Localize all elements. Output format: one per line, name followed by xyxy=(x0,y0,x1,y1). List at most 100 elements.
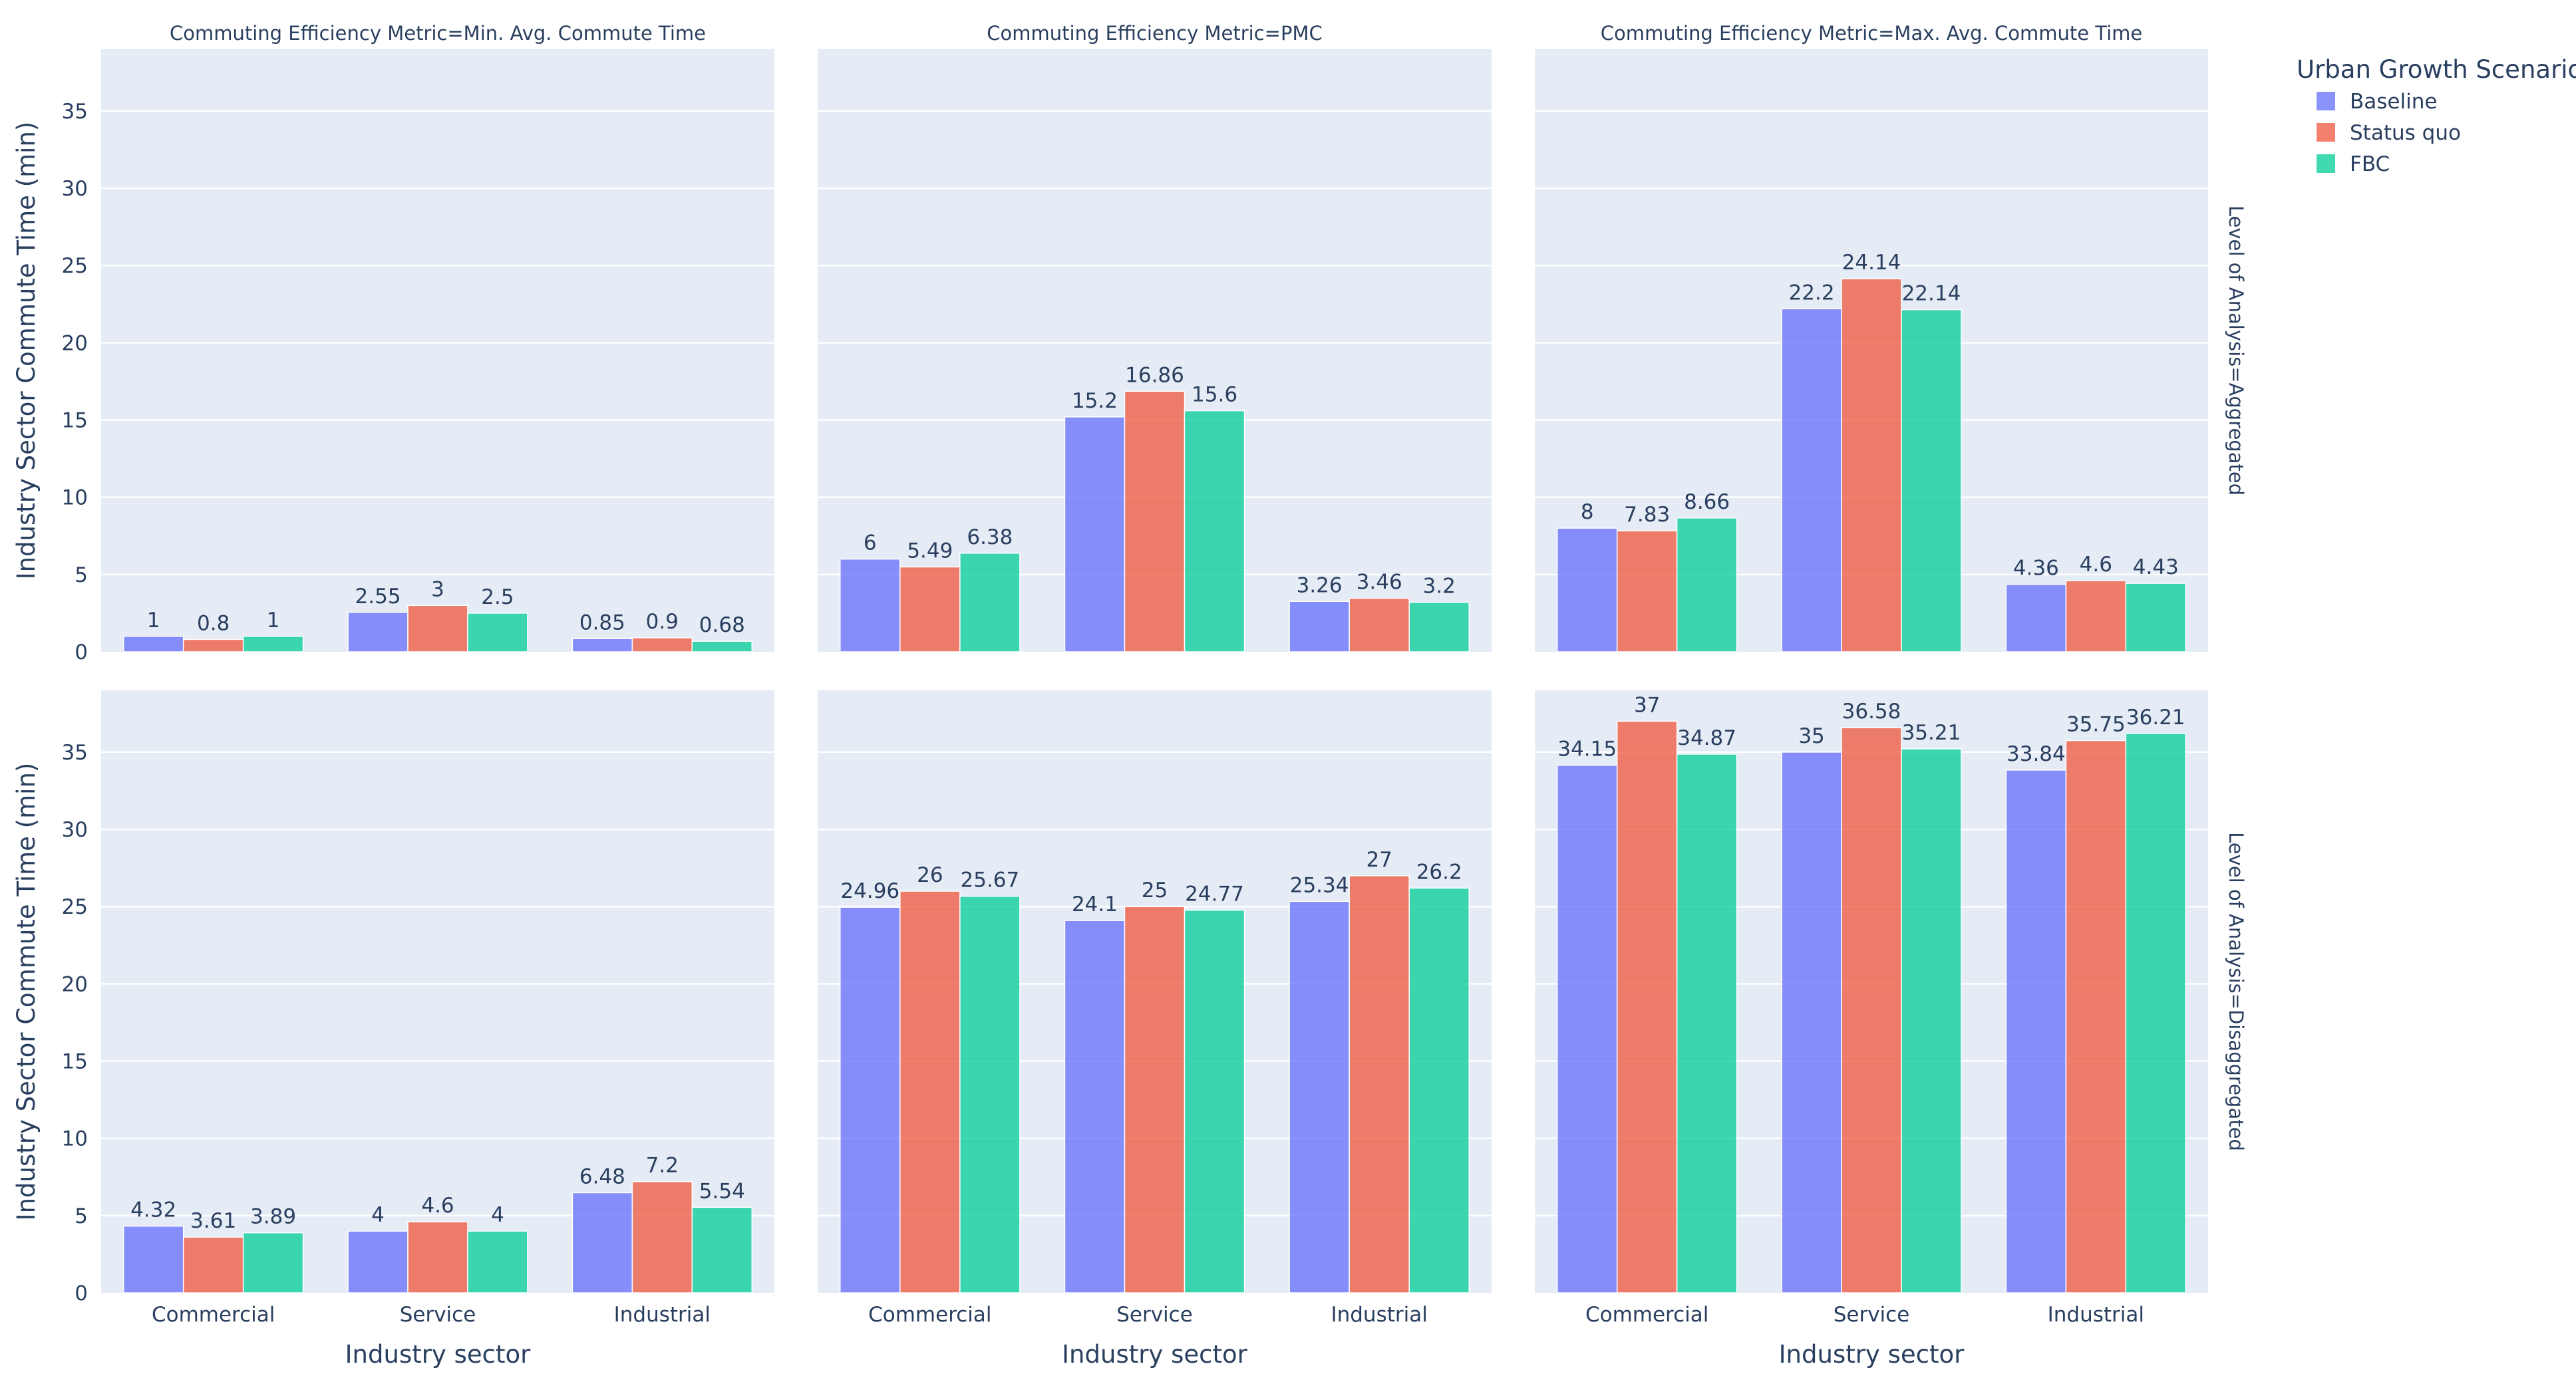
bar-data-label: 2.55 xyxy=(355,585,401,609)
bar-baseline-commercial xyxy=(840,906,901,1294)
bar-data-label: 26.2 xyxy=(1416,860,1462,884)
y-tick-label: 20 xyxy=(62,331,88,355)
bar-data-label: 3.2 xyxy=(1423,575,1456,599)
y-axis-title: Industry Sector Commute Time (min) xyxy=(12,122,41,580)
x-tick-label: Industrial xyxy=(2048,1303,2144,1327)
bar-data-label: 25 xyxy=(1142,879,1168,902)
bar-data-label: 34.87 xyxy=(1677,726,1736,750)
x-tick-label: Commercial xyxy=(868,1303,991,1327)
bar-baseline-industrial xyxy=(571,1192,633,1294)
bar-data-label: 36.21 xyxy=(2126,706,2185,730)
bar-data-label: 4.36 xyxy=(2013,557,2059,581)
bar-baseline-service xyxy=(1781,752,1842,1294)
bar-data-label: 22.14 xyxy=(1902,282,1961,306)
x-tick-label: Industrial xyxy=(1331,1303,1427,1327)
bar-status-quo-commercial xyxy=(1616,530,1678,652)
panel-r0-c0: 0 5 10 15 20 25 30 35 1 2.55 0.85 0.8 3 0.9 1 2.5 0.68 Co… xyxy=(12,22,774,664)
bar-data-label: 16.86 xyxy=(1125,363,1184,387)
bar-status-quo-commercial xyxy=(899,566,961,652)
x-tick-label: Service xyxy=(1116,1303,1193,1327)
bar-status-quo-industrial xyxy=(631,1180,693,1294)
x-tick-label: Service xyxy=(400,1303,476,1327)
bar-fbc-service xyxy=(467,1230,528,1294)
bar-status-quo-industrial xyxy=(1349,875,1410,1294)
column-facet-title: Commuting Efficiency Metric=PMC xyxy=(987,22,1322,45)
bar-data-label: 27 xyxy=(1366,848,1392,872)
bar-fbc-service xyxy=(1901,309,1962,652)
bar-data-label: 25.34 xyxy=(1290,873,1349,897)
bar-fbc-commercial xyxy=(1676,517,1738,652)
bar-data-label: 5.49 xyxy=(907,539,953,563)
y-tick-label: 0 xyxy=(75,1282,88,1306)
bar-data-label: 34.15 xyxy=(1557,738,1617,761)
plot-area xyxy=(101,49,774,652)
bar-baseline-industrial xyxy=(1289,601,1350,652)
bar-data-label: 3.61 xyxy=(190,1209,236,1233)
bar-status-quo-service xyxy=(1124,390,1186,652)
column-facet-title: Commuting Efficiency Metric=Max. Avg. Co… xyxy=(1601,22,2142,45)
bar-data-label: 24.96 xyxy=(840,879,899,903)
y-tick-label: 25 xyxy=(62,254,88,278)
bar-data-label: 0.85 xyxy=(579,611,625,634)
bar-baseline-commercial xyxy=(1556,764,1618,1294)
bar-data-label: 15.2 xyxy=(1072,389,1118,413)
bar-baseline-service xyxy=(1064,920,1126,1294)
bar-data-label: 8.66 xyxy=(1684,490,1730,514)
bar-fbc-commercial xyxy=(242,636,304,652)
panel-r0-c1: 6 15.2 3.26 5.49 16.86 3.46 6.38 15.6 3.2 Commuti… xyxy=(818,22,1492,652)
row-facet-title: Level of Analysis=Aggregated xyxy=(2225,206,2247,495)
panel-r1-c1: 24.96 24.1 25.34 26 25 27 25.67 24.77 26.2 Commer… xyxy=(818,690,1492,1369)
bar-status-quo-commercial xyxy=(182,1236,244,1294)
bar-data-label: 6 xyxy=(864,531,877,555)
bar-fbc-industrial xyxy=(1408,887,1470,1294)
bar-data-label: 1 xyxy=(147,609,160,632)
bar-status-quo-service xyxy=(407,1221,468,1294)
bar-data-label: 4.32 xyxy=(130,1198,176,1222)
x-tick-label: Service xyxy=(1834,1303,1910,1327)
bar-fbc-commercial xyxy=(1676,754,1738,1294)
panel-r1-c2: 34.15 35 33.84 37 36.58 35.75 34.87 35.21 36.21 C… xyxy=(1535,690,2247,1369)
bar-data-label: 4.6 xyxy=(421,1194,454,1218)
bar-data-label: 5.54 xyxy=(699,1179,745,1203)
bar-fbc-industrial xyxy=(691,1206,753,1294)
legend-item-fbc[interactable]: FBC xyxy=(2317,152,2390,176)
x-tick-label: Commercial xyxy=(1585,1303,1708,1327)
y-tick-label: 35 xyxy=(62,100,88,124)
bar-baseline-service xyxy=(347,1230,408,1294)
bar-data-label: 6.38 xyxy=(967,525,1013,549)
bar-baseline-commercial xyxy=(122,1225,184,1294)
y-tick-label: 30 xyxy=(62,177,88,201)
legend-item-status-quo[interactable]: Status quo xyxy=(2317,121,2461,145)
bar-data-label: 3.26 xyxy=(1297,573,1343,597)
bar-status-quo-commercial xyxy=(182,638,244,652)
bar-data-label: 37 xyxy=(1634,693,1660,717)
y-tick-label: 15 xyxy=(62,1050,88,1074)
bar-data-label: 0.8 xyxy=(197,611,230,635)
bar-status-quo-industrial xyxy=(1349,597,1410,652)
bar-baseline-industrial xyxy=(2005,583,2067,652)
legend-item-baseline[interactable]: Baseline xyxy=(2317,90,2437,114)
bar-baseline-industrial xyxy=(571,638,633,652)
bar-baseline-commercial xyxy=(122,636,184,652)
x-axis-title: Industry sector xyxy=(1779,1340,1965,1369)
legend-swatch xyxy=(2317,92,2335,110)
bar-data-label: 7.83 xyxy=(1624,503,1670,527)
x-axis-title: Industry sector xyxy=(1062,1340,1247,1369)
bar-data-label: 24.77 xyxy=(1185,883,1244,906)
bar-baseline-service xyxy=(1781,308,1842,652)
bar-fbc-service xyxy=(1184,909,1245,1294)
bar-status-quo-industrial xyxy=(631,637,693,652)
bar-data-label: 36.58 xyxy=(1842,700,1901,724)
bar-baseline-service xyxy=(1064,416,1126,652)
bar-baseline-commercial xyxy=(840,558,901,652)
bar-data-label: 2.5 xyxy=(481,585,514,609)
bar-status-quo-service xyxy=(1841,727,1902,1294)
bar-data-label: 0.68 xyxy=(699,613,745,637)
y-tick-label: 30 xyxy=(62,818,88,842)
panel-r1-c0: 0 5 10 15 20 25 30 35 4.32 4 6.48 3.61 4.6 7.2 3.89 4 5.… xyxy=(12,690,774,1369)
bar-data-label: 1 xyxy=(267,609,280,632)
bar-data-label: 6.48 xyxy=(579,1165,625,1188)
bar-data-label: 22.2 xyxy=(1789,281,1835,305)
y-tick-label: 5 xyxy=(75,563,88,587)
